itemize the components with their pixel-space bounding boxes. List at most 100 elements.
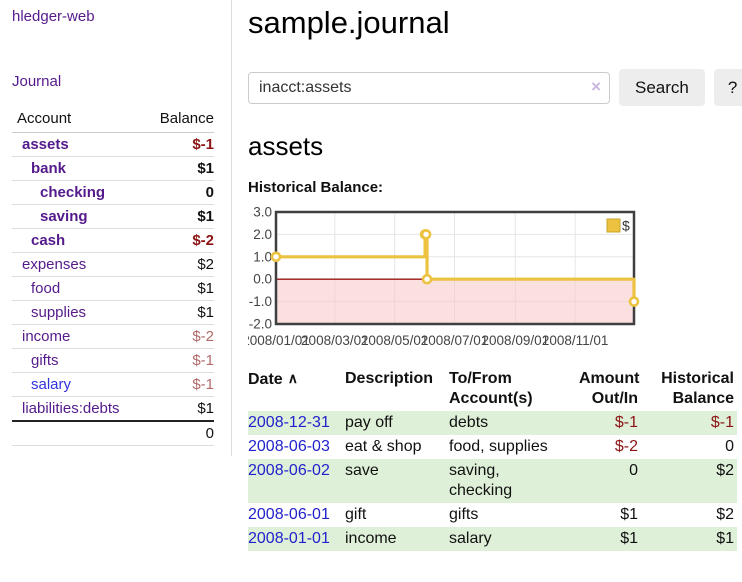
account-row: food $1	[12, 276, 214, 301]
transaction-row[interactable]: 2008-06-03 eat & shop food, supplies $-2 0	[248, 435, 737, 459]
transaction-description-cell: gift	[345, 506, 367, 523]
clear-search-icon[interactable]: ×	[591, 76, 601, 96]
account-name-cell: salary	[12, 372, 147, 397]
account-row: income $-2	[12, 324, 214, 349]
account-row: supplies $1	[12, 300, 214, 325]
sidebar-account-link[interactable]: bank	[31, 160, 67, 177]
transaction-row[interactable]: 2008-06-01 gift gifts $1 $2	[248, 503, 737, 527]
transaction-row[interactable]: 2008-06-02 save saving, checking 0 $2	[248, 459, 737, 503]
account-row: cash $-2	[12, 228, 214, 253]
transaction-description-cell: eat & shop	[345, 438, 422, 455]
search-row: × Search ?	[248, 69, 742, 106]
sidebar-account-link[interactable]: salary	[31, 376, 72, 393]
y-axis-tick-label: 3.0	[253, 205, 272, 220]
chart-svg: 2008/01/012008/03/012008/05/012008/07/01…	[242, 205, 640, 348]
header-date[interactable]: Date ∧	[248, 367, 345, 411]
legend-label: $	[622, 218, 630, 234]
transaction-date-link[interactable]: 2008-06-03	[248, 438, 330, 455]
sidebar-account-link[interactable]: food	[31, 280, 61, 297]
account-row: gifts $-1	[12, 348, 214, 373]
nav-journal-link[interactable]: Journal	[12, 73, 62, 90]
transaction-row[interactable]: 2008-01-01 income salary $1 $1	[248, 527, 737, 551]
sidebar-account-link[interactable]: liabilities:debts	[22, 400, 120, 417]
account-balance-value: $-1	[146, 348, 214, 373]
account-row: checking 0	[12, 180, 214, 205]
transaction-date-link[interactable]: 2008-01-01	[248, 530, 330, 547]
account-row: salary $-1	[12, 372, 214, 397]
account-balance-value: $1	[146, 156, 214, 181]
y-axis-tick-label: 1.0	[253, 249, 272, 264]
account-name-cell: supplies	[12, 300, 147, 325]
sidebar-account-link[interactable]: checking	[40, 184, 106, 201]
sidebar-account-link[interactable]: saving	[40, 208, 88, 225]
transaction-balance-cell: $-1	[710, 414, 734, 431]
transaction-balance-cell: 0	[725, 438, 734, 455]
sort-asc-icon: ∧	[287, 370, 298, 386]
account-row: bank $1	[12, 156, 214, 181]
account-name-cell: assets	[12, 132, 147, 157]
sidebar-account-link[interactable]: assets	[22, 136, 69, 153]
transaction-accounts-cell: debts	[449, 414, 489, 431]
chart-title: Historical Balance:	[248, 179, 384, 196]
account-balance-value: 0	[146, 180, 214, 205]
account-row: expenses $2	[12, 252, 214, 277]
account-balance-value: $-2	[146, 324, 214, 349]
data-point-marker	[628, 296, 640, 307]
search-button[interactable]: Search	[619, 69, 705, 106]
account-name-cell: income	[12, 324, 147, 349]
help-button[interactable]: ?	[713, 69, 742, 106]
header-date-label: Date	[248, 371, 283, 388]
account-row: saving $1	[12, 204, 214, 229]
page: hledger-web Journal Account Balance asse…	[0, 0, 742, 551]
transaction-description-cell: pay off	[345, 414, 393, 431]
accounts-header-balance: Balance	[146, 107, 214, 133]
header-balance: Historical Balance	[661, 370, 734, 407]
account-row: liabilities:debts $1	[12, 396, 214, 422]
sidebar-account-link[interactable]: supplies	[31, 304, 87, 321]
y-axis-tick-label: -2.0	[249, 317, 272, 332]
transaction-date-link[interactable]: 2008-06-02	[248, 462, 330, 479]
search-input[interactable]	[248, 71, 610, 104]
account-balance-value: $1	[146, 300, 214, 325]
account-name-cell: liabilities:debts	[12, 396, 147, 422]
app-title-link[interactable]: hledger-web	[12, 8, 95, 25]
x-axis-tick-label: 2008/01/01	[248, 333, 310, 348]
transaction-date-cell: 2008-06-02	[248, 459, 345, 503]
transaction-date-cell: 2008-12-31	[248, 411, 345, 435]
account-name-cell: gifts	[12, 348, 147, 373]
transaction-date-link[interactable]: 2008-12-31	[248, 414, 330, 431]
account-row: assets $-1	[12, 132, 214, 157]
sidebar-account-link[interactable]: expenses	[22, 256, 87, 273]
account-balance-value: $-1	[146, 132, 214, 157]
transaction-amount-cell: $1	[620, 530, 638, 547]
x-axis-tick-label: 2008/05/01	[361, 333, 429, 348]
transactions-body: 2008-12-31 pay off debts $-1 $-1 2008-06-03 ea…	[248, 411, 737, 551]
data-point-marker	[420, 229, 432, 240]
main-content: sample.journal × Search ? assets Histori…	[232, 0, 742, 551]
transactions-header-row: Date ∧ Description To/From Account(s) Amo…	[248, 367, 737, 411]
legend-swatch	[606, 218, 621, 233]
sidebar-account-link[interactable]: income	[22, 328, 71, 345]
account-name-cell: checking	[12, 180, 147, 205]
account-name-cell: bank	[12, 156, 147, 181]
account-name-cell: saving	[12, 204, 147, 229]
x-axis-tick-label: 2008/03/01	[301, 333, 369, 348]
transaction-row[interactable]: 2008-12-31 pay off debts $-1 $-1	[248, 411, 737, 435]
transaction-amount-cell: $1	[620, 506, 638, 523]
transaction-date-cell: 2008-06-03	[248, 435, 345, 459]
data-point-marker	[421, 273, 433, 285]
accounts-total-value: 0	[146, 420, 214, 446]
x-axis-tick-label: 2008/11/01	[542, 333, 609, 348]
y-axis-tick-label: -1.0	[249, 294, 272, 309]
account-balance-value: $1	[146, 396, 214, 422]
account-balance-value: $2	[146, 252, 214, 277]
sidebar: hledger-web Journal Account Balance asse…	[0, 0, 232, 456]
page-title: sample.journal	[248, 5, 450, 40]
account-balance-value: $1	[146, 276, 214, 301]
sidebar-account-link[interactable]: gifts	[31, 352, 59, 369]
transaction-date-link[interactable]: 2008-06-01	[248, 506, 330, 523]
x-axis-tick-label: 2008/07/01	[421, 333, 489, 348]
sidebar-account-link[interactable]: cash	[31, 232, 66, 249]
transaction-amount-cell: 0	[629, 462, 638, 479]
account-heading: assets	[248, 131, 324, 161]
